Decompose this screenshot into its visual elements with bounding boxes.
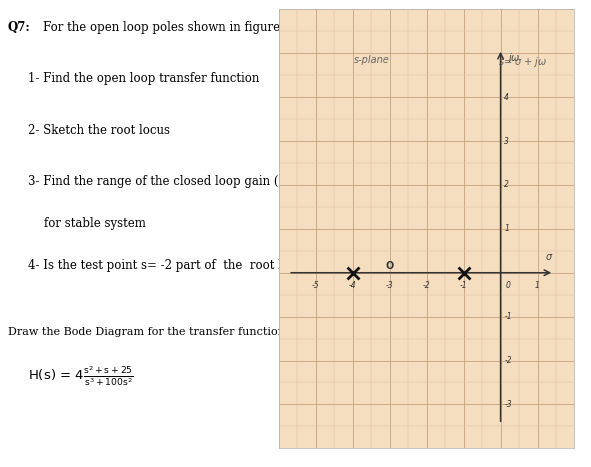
Text: 4- Is the test point s= -2 part of  the  root locus: 4- Is the test point s= -2 part of the r… [28,259,310,272]
Text: $\sigma$: $\sigma$ [544,252,553,262]
Text: -2: -2 [504,356,512,365]
Text: 3- Find the range of the closed loop gain (K): 3- Find the range of the closed loop gai… [28,175,293,188]
Text: -1: -1 [460,281,467,290]
Text: 4: 4 [504,92,509,102]
Text: 1- Find the open loop transfer function: 1- Find the open loop transfer function [28,72,259,85]
Text: -1: -1 [504,312,512,321]
Text: Q7:: Q7: [8,21,30,34]
Text: Draw the Bode Diagram for the transfer function:: Draw the Bode Diagram for the transfer f… [8,327,288,337]
Text: H(s) = 4$\mathregular{\frac{s^2 + s + 25}{s^3 + 100s^2}}$: H(s) = 4$\mathregular{\frac{s^2 + s + 25… [28,364,134,388]
Text: -3: -3 [504,400,512,409]
Text: 1: 1 [504,224,509,234]
Text: j$\omega$: j$\omega$ [507,51,521,65]
Text: 1: 1 [535,281,540,290]
Text: For the open loop poles shown in figure: For the open loop poles shown in figure [43,21,280,34]
Text: 0: 0 [505,281,510,290]
Text: O: O [386,261,394,270]
Text: s-plane: s-plane [353,56,389,65]
Text: -5: -5 [312,281,320,290]
Text: 2- Sketch the root locus: 2- Sketch the root locus [28,124,170,137]
Text: s= $\sigma^{\!}$ + j$\omega$: s= $\sigma^{\!}$ + j$\omega$ [498,56,547,70]
Text: -2: -2 [423,281,430,290]
Text: for stable system: for stable system [44,217,146,230]
Text: -3: -3 [386,281,394,290]
Text: -4: -4 [349,281,356,290]
Text: 3: 3 [504,136,509,146]
Text: 2: 2 [504,180,509,190]
